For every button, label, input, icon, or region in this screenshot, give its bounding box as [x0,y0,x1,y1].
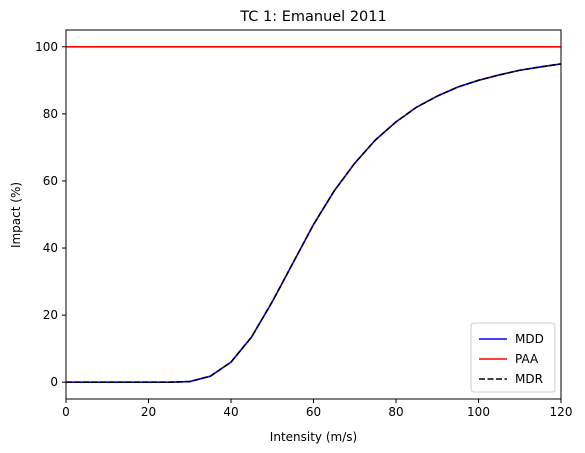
y-tick-label: 0 [50,375,58,389]
y-tick-label: 40 [43,241,58,255]
x-tick-label: 20 [141,405,156,419]
plot-lines [66,45,561,384]
x-tick-label: 0 [62,405,70,419]
y-tick-label: 60 [43,174,58,188]
y-tick-label: 20 [43,308,58,322]
y-axis-label: Impact (%) [9,182,23,248]
legend-label-paa: PAA [515,352,539,366]
x-axis-label: Intensity (m/s) [270,430,357,444]
y-tick-label: 100 [35,40,58,54]
y-tick-label: 80 [43,107,58,121]
legend-label-mdr: MDR [515,372,543,386]
x-tick-label: 80 [388,405,403,419]
legend-label-mdd: MDD [515,332,544,346]
x-tick-label: 100 [467,405,490,419]
series-line-mdr [66,63,561,384]
x-tick-label: 40 [223,405,238,419]
x-tick-label: 120 [550,405,573,419]
x-tick-label: 60 [306,405,321,419]
legend-box [470,322,556,393]
legend: MDD PAA MDR [470,322,556,393]
axes: 0 20 40 60 80 100 120 0 20 40 60 80 100 [35,29,573,419]
chart-title: TC 1: Emanuel 2011 [239,9,386,25]
